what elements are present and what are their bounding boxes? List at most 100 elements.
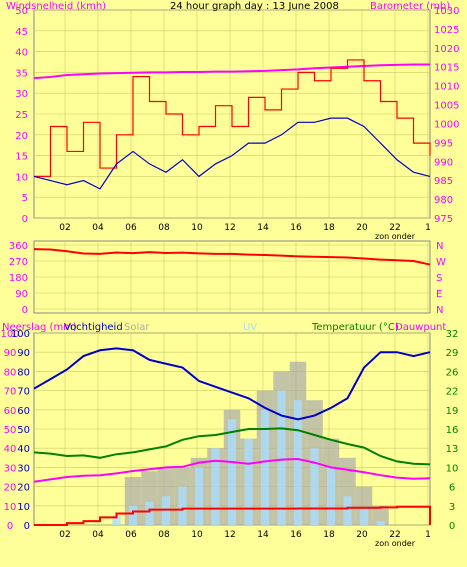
- uv-label: UV: [243, 322, 257, 333]
- barometer-tick-label: 1030: [434, 6, 459, 17]
- uv-bar: [343, 496, 352, 525]
- rain-tick-label: 90: [4, 348, 17, 359]
- rain-tick-label: 0: [7, 521, 13, 532]
- rain-axis-title: Neerslag (mm): [2, 322, 77, 333]
- uv-bar: [376, 521, 385, 525]
- temperature-tick-label: 19: [446, 406, 459, 417]
- x-tick-label: 14: [257, 530, 269, 540]
- rain-tick-label: 100: [0, 329, 19, 340]
- rain-tick-label: 20: [4, 483, 17, 494]
- humidity-tick-label: 100: [11, 329, 30, 340]
- compass-tick-label: S: [436, 273, 442, 284]
- wind-average-line: [33, 117, 431, 190]
- barometer-tick-label: 975: [434, 214, 453, 225]
- sunset-label: zon onder: [375, 232, 416, 241]
- humidity-tick-label: 90: [17, 348, 30, 359]
- rain-line: [34, 505, 431, 526]
- wind-tick-label: 10: [15, 172, 28, 183]
- x-tick-label: 10: [191, 223, 203, 233]
- temperature-tick-label: 3: [449, 502, 455, 513]
- barometer-axis-title: Barometer (mb): [370, 1, 450, 12]
- dewpoint-line: [33, 427, 431, 466]
- x-tick-label: 22: [389, 223, 400, 233]
- wind-tick-label: 0: [22, 214, 28, 225]
- compass-tick-label: N: [436, 305, 443, 316]
- temperature-tick-label: 32: [446, 329, 459, 340]
- wind-tick-label: 20: [15, 131, 28, 142]
- humidity-label: Vochtigheid: [64, 322, 123, 333]
- x-tick-label: 02: [59, 223, 70, 233]
- rain-tick-label: 10: [4, 502, 17, 513]
- barometer-tick-label: 1020: [434, 44, 459, 55]
- wind-gust-line: [34, 59, 431, 177]
- compass-tick-label: N: [436, 241, 443, 252]
- uv-bar: [293, 400, 303, 525]
- uv-bar: [211, 448, 220, 525]
- direction-tick-label: 180: [9, 273, 28, 284]
- uv-bar: [244, 438, 253, 525]
- wind-tick-label: 50: [15, 6, 28, 17]
- chart-title: 24 hour graph day : 13 June 2008: [170, 1, 339, 12]
- rain-tick-label: 30: [4, 463, 17, 474]
- uv-bar: [128, 505, 138, 525]
- direction-tick-label: 90: [15, 289, 28, 300]
- compass-tick-label: E: [436, 289, 442, 300]
- uv-bar: [260, 409, 270, 525]
- barometer-tick-label: 995: [434, 138, 453, 149]
- humidity-tick-label: 70: [17, 387, 30, 398]
- uv-bar: [112, 515, 121, 525]
- temperature-tick-label: 10: [446, 463, 459, 474]
- x-tick-label: 14: [257, 223, 269, 233]
- uv-bar: [326, 467, 336, 525]
- humidity-tick-label: 0: [24, 521, 30, 532]
- humidity-tick-label: 60: [17, 406, 30, 417]
- temperature-line: [33, 457, 431, 483]
- direction-tick-label: 360: [9, 241, 28, 252]
- x-tick-label: 08: [158, 223, 170, 233]
- x-tick-label: 12: [224, 223, 235, 233]
- uv-bar: [178, 486, 187, 525]
- rain-tick-label: 80: [4, 367, 17, 378]
- wind-tick-label: 35: [15, 68, 28, 79]
- x-tick-label: 20: [356, 530, 368, 540]
- wind-tick-label: 30: [15, 89, 28, 100]
- x-tick-label: 18: [323, 530, 335, 540]
- uv-bar: [310, 448, 319, 525]
- humidity-line: [33, 347, 431, 421]
- x-tick-label: 20: [356, 223, 368, 233]
- x-tick-label: 16: [290, 530, 302, 540]
- temperature-tick-label: 16: [446, 425, 459, 436]
- temperature-tick-label: 13: [446, 444, 459, 455]
- x-tick-label: 12: [224, 530, 235, 540]
- x-tick-label: 1: [425, 530, 431, 540]
- humidity-tick-label: 50: [17, 425, 30, 436]
- x-tick-label: 02: [59, 530, 70, 540]
- x-tick-label: 06: [125, 223, 137, 233]
- wind-tick-label: 45: [15, 27, 28, 38]
- solar-bar: [372, 505, 389, 525]
- temperature-tick-label: 6: [449, 483, 455, 494]
- barometer-tick-label: 1010: [434, 82, 459, 93]
- x-tick-label: 08: [158, 530, 170, 540]
- x-tick-label: 06: [125, 530, 137, 540]
- barometer-tick-label: 1025: [434, 25, 459, 36]
- wind-tick-label: 25: [15, 110, 28, 121]
- compass-tick-label: W: [436, 257, 446, 268]
- uv-bar: [194, 467, 204, 525]
- solar-label: Solar: [124, 322, 150, 333]
- barometer-tick-label: 985: [434, 176, 453, 187]
- rain-tick-label: 50: [4, 425, 17, 436]
- temperature-axis-title: Temperatuur (°C): [311, 322, 399, 333]
- humidity-tick-label: 80: [17, 367, 30, 378]
- dewpoint-label: Dauwpunt: [395, 322, 446, 333]
- humidity-tick-label: 30: [17, 463, 30, 474]
- wind-tick-label: 15: [15, 152, 28, 163]
- barometer-tick-label: 990: [434, 157, 453, 168]
- uv-bar: [359, 509, 369, 525]
- rain-tick-label: 60: [4, 406, 17, 417]
- humidity-tick-label: 10: [17, 502, 30, 513]
- wind-direction-line: [33, 248, 431, 266]
- direction-tick-label: 0: [22, 305, 28, 316]
